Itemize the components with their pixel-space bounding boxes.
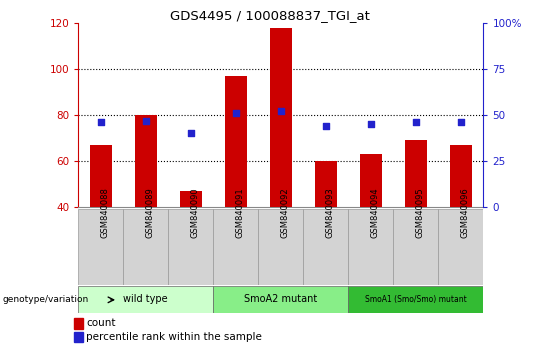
Bar	[404, 140, 427, 207]
Point	[321, 123, 330, 129]
Text: SmoA1 (Smo/Smo) mutant: SmoA1 (Smo/Smo) mutant	[365, 295, 467, 304]
Bar	[213, 209, 258, 285]
Text: GSM840096: GSM840096	[461, 187, 470, 238]
Text: GSM840089: GSM840089	[146, 187, 155, 238]
Bar	[258, 209, 303, 285]
Bar	[123, 209, 168, 285]
Bar	[225, 76, 247, 207]
Text: GSM840088: GSM840088	[101, 187, 110, 238]
Text: GSM840090: GSM840090	[191, 187, 200, 238]
Point	[141, 118, 150, 124]
Bar	[360, 154, 382, 207]
Bar	[269, 28, 292, 207]
Bar	[348, 286, 483, 313]
Text: wild type: wild type	[124, 295, 168, 304]
Point	[367, 121, 375, 127]
Bar	[438, 209, 483, 285]
Bar	[134, 115, 157, 207]
Point	[97, 120, 105, 125]
Text: GSM840094: GSM840094	[371, 187, 380, 238]
Bar	[78, 209, 123, 285]
Text: GSM840095: GSM840095	[416, 187, 425, 238]
Bar	[75, 318, 83, 329]
Text: GSM840093: GSM840093	[326, 187, 335, 238]
Bar	[348, 209, 393, 285]
Bar	[314, 161, 337, 207]
Text: genotype/variation: genotype/variation	[3, 295, 89, 304]
Text: count: count	[86, 319, 116, 329]
Text: GSM840092: GSM840092	[281, 187, 290, 238]
Text: percentile rank within the sample: percentile rank within the sample	[86, 332, 262, 342]
Bar	[75, 332, 83, 342]
Bar	[179, 191, 202, 207]
Text: GSM840091: GSM840091	[236, 187, 245, 238]
Bar	[303, 209, 348, 285]
Bar	[168, 209, 213, 285]
Point	[456, 120, 465, 125]
Point	[276, 109, 285, 114]
Bar	[90, 145, 112, 207]
Text: GDS4495 / 100088837_TGI_at: GDS4495 / 100088837_TGI_at	[170, 9, 370, 22]
Point	[232, 110, 240, 116]
Bar	[393, 209, 438, 285]
Text: SmoA2 mutant: SmoA2 mutant	[244, 295, 318, 304]
Point	[411, 120, 420, 125]
Bar	[449, 145, 472, 207]
Bar	[78, 286, 213, 313]
Bar	[213, 286, 348, 313]
Point	[186, 131, 195, 136]
